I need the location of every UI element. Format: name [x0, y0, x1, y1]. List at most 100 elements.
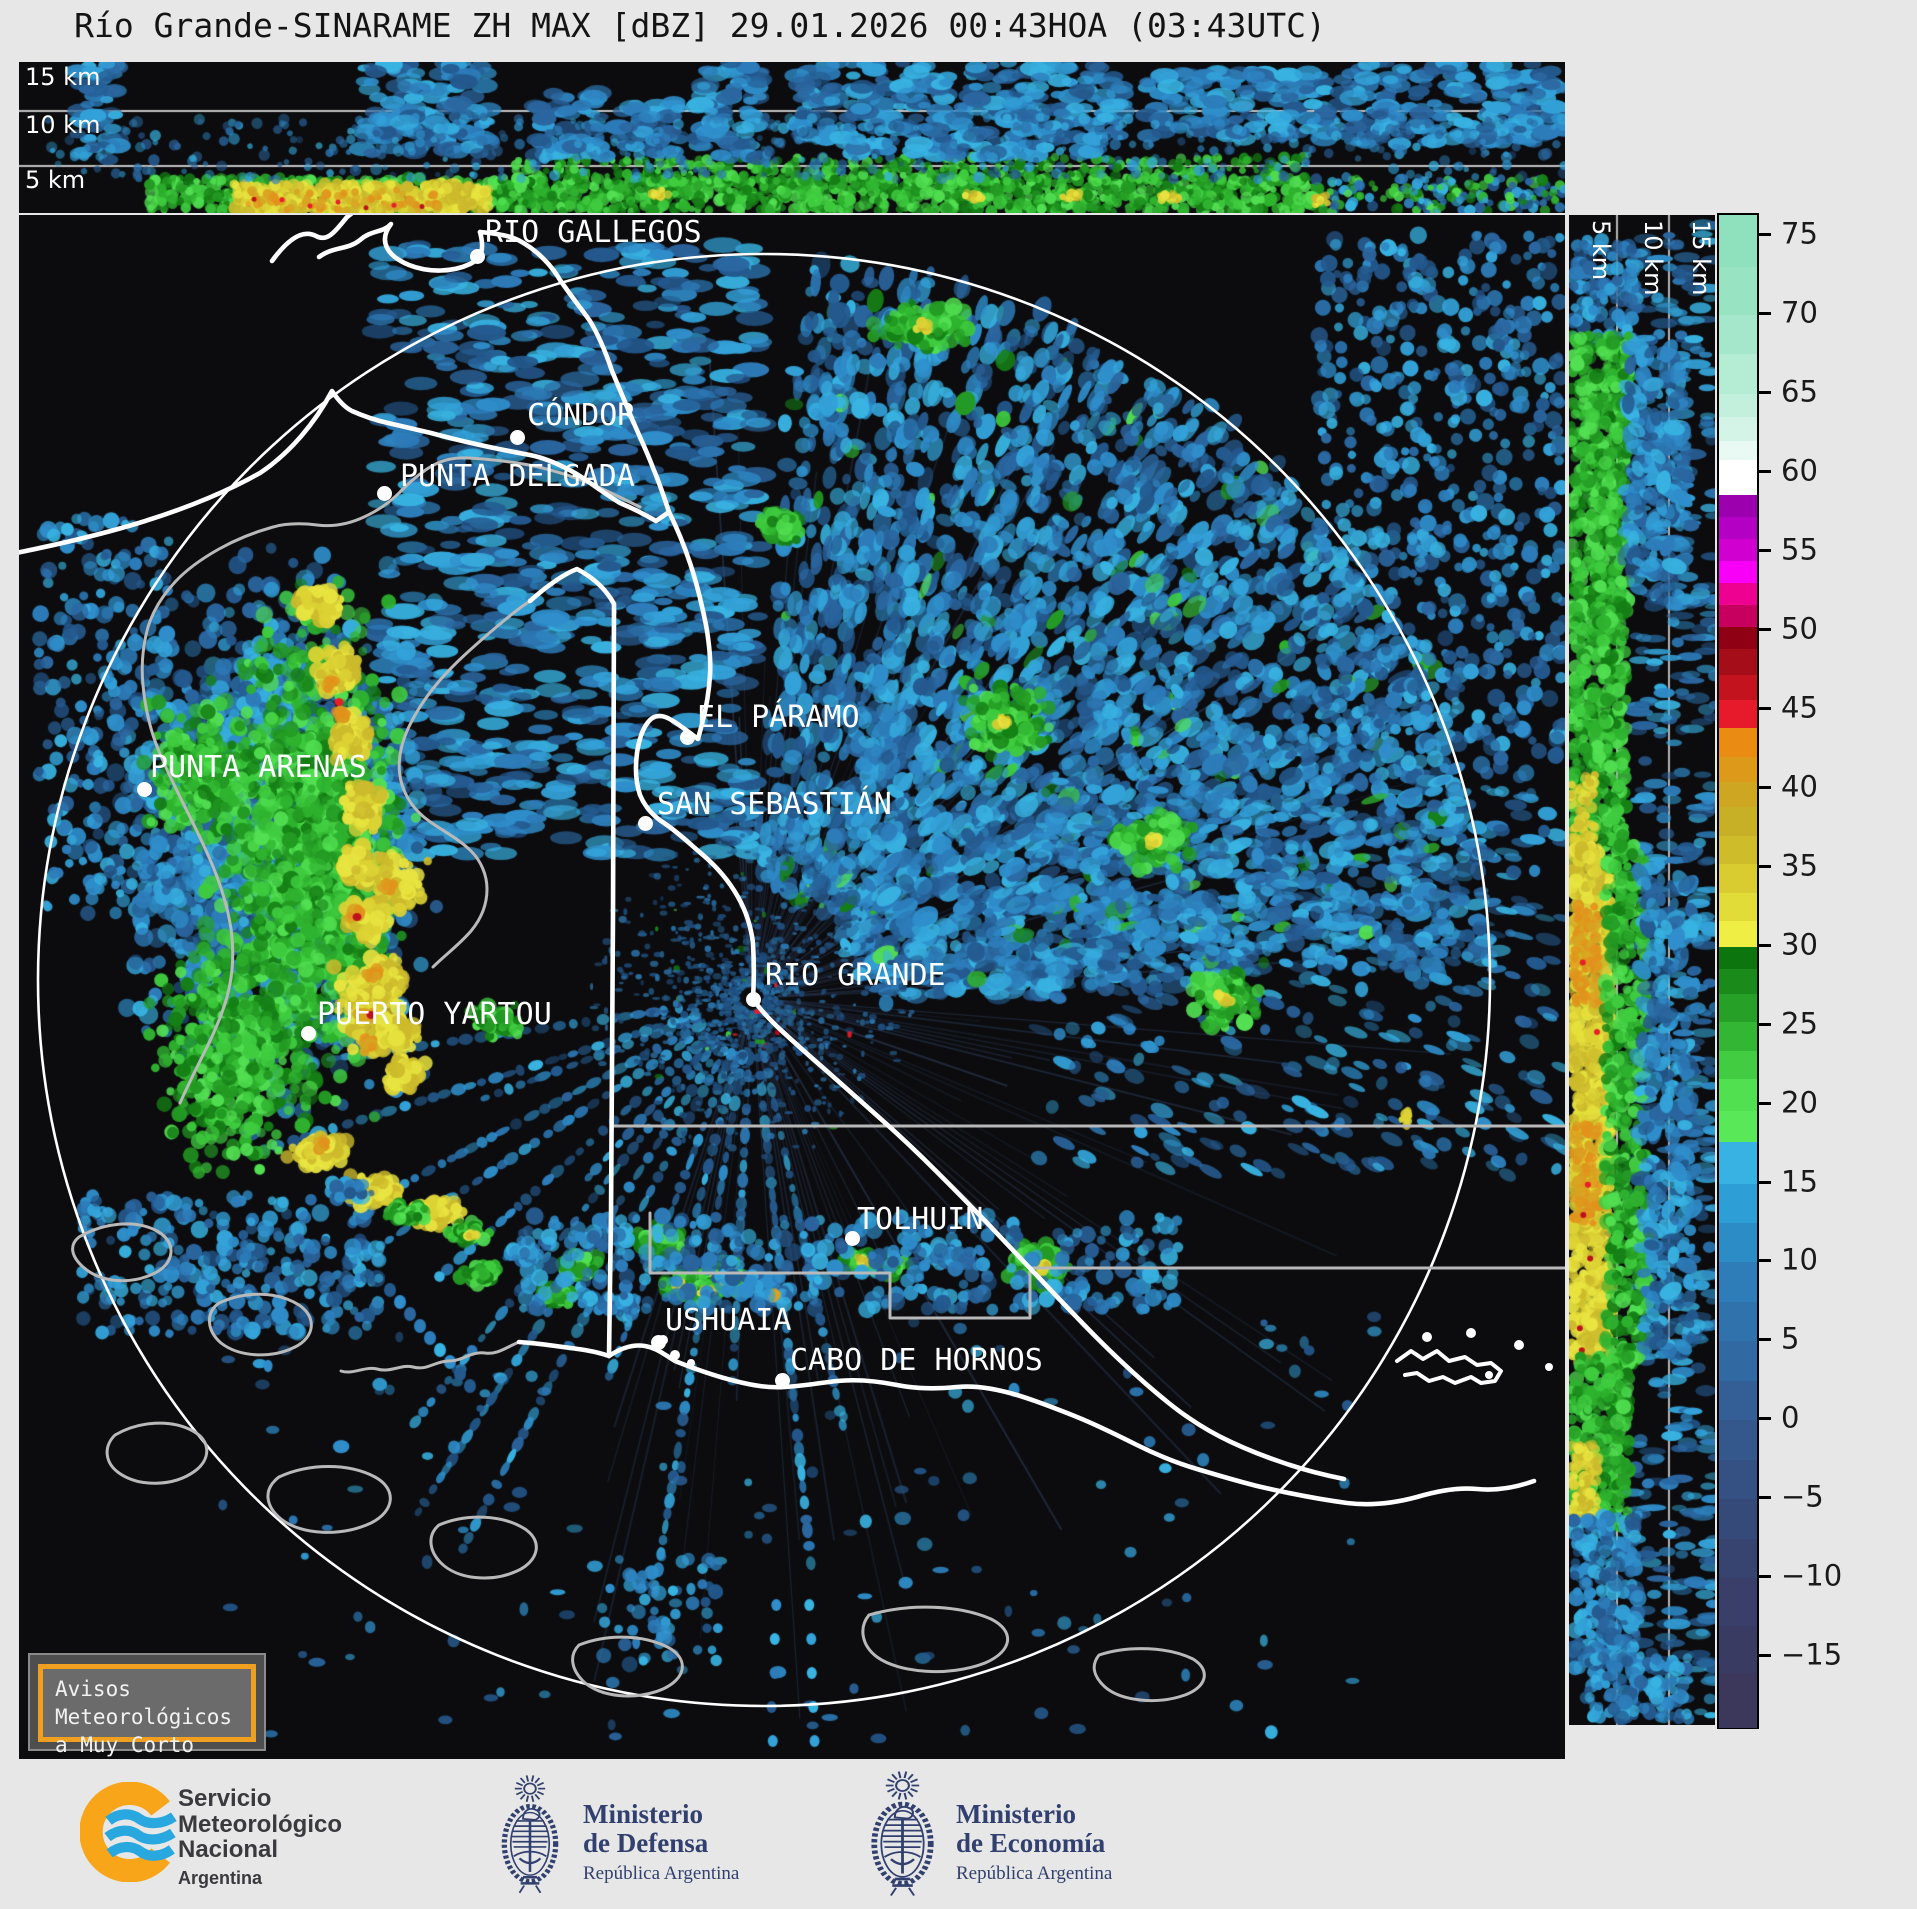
island-outline-5: [429, 1515, 538, 1580]
colorbar-segment: [1719, 215, 1757, 268]
gallegos-estuary-path: [269, 215, 485, 273]
city-label: EL PÁRAMO: [697, 700, 860, 735]
radar-echo-canvas: [19, 215, 1565, 1759]
island-outline-3: [105, 1421, 209, 1485]
colorbar-tick-label: −15: [1781, 1637, 1843, 1672]
defensa-sub: República Argentina: [583, 1863, 740, 1884]
colorbar-tick-label: 20: [1781, 1084, 1818, 1119]
colorbar-tick-label: 45: [1781, 689, 1818, 724]
economia-line-2: de Economía: [956, 1828, 1106, 1858]
range-ring: [36, 252, 1492, 1708]
smn-wordmark: Servicio Meteorológico Nacional Argentin…: [178, 1786, 342, 1889]
geography-overlay: [19, 215, 1565, 1708]
defensa-coat-of-arms-icon: [495, 1773, 565, 1898]
colorbar-tick-mark: [1759, 1338, 1771, 1342]
colorbar-segment: [1719, 1538, 1757, 1580]
colorbar-tick-mark: [1759, 943, 1771, 947]
altitude-label-10km: 10 km: [25, 111, 101, 139]
colorbar-segment: [1719, 393, 1757, 418]
colorbar-segment: [1719, 1301, 1757, 1343]
dbz-colorbar: [1717, 213, 1759, 1729]
altitude-label-15km: 15 km: [25, 63, 101, 91]
colorbar-segment: [1719, 1341, 1757, 1382]
right-cross-section-panel: 5 km 10 km 15 km: [1569, 215, 1715, 1725]
colorbar-tick-label: 40: [1781, 768, 1818, 803]
colorbar-tick-label: 70: [1781, 294, 1818, 329]
city-label: PUNTA DELGADA: [400, 459, 635, 494]
colorbar-tick-mark: [1759, 1022, 1771, 1026]
colorbar-segment: [1719, 946, 1757, 970]
warning-box-frame: Avisos Meteorológicos a Muy Corto Plazo: [38, 1664, 256, 1757]
south-coast-path: [606, 1343, 1537, 1507]
city-dot: [845, 1231, 860, 1246]
strait-south-shore-path: [140, 456, 642, 1105]
city-label: RIO GRANDE: [765, 958, 946, 993]
altitude-label-15km-vert: 15 km: [1687, 220, 1715, 296]
colorbar-segment: [1719, 674, 1757, 701]
colorbar-tick-mark: [1759, 232, 1771, 236]
colorbar-tick-label: −10: [1781, 1558, 1843, 1593]
colorbar-tick-label: −5: [1781, 1479, 1824, 1514]
city-label: PUERTO YARTOU: [317, 997, 552, 1032]
colorbar-tick-mark: [1759, 785, 1771, 789]
colorbar-segment: [1719, 993, 1757, 1023]
colorbar-segment: [1719, 1380, 1757, 1422]
smn-logo-icon: [80, 1782, 177, 1882]
colorbar-segment: [1719, 561, 1757, 584]
colorbar-segment: [1719, 1625, 1757, 1674]
island-dots-group: [658, 1328, 1553, 1379]
colorbar-segment: [1719, 417, 1757, 442]
city-dot: [377, 486, 392, 501]
colorbar-tick-label: 60: [1781, 452, 1818, 487]
warning-line-1: Avisos Meteorológicos: [55, 1677, 233, 1729]
defensa-line-1: Ministerio: [583, 1799, 703, 1829]
city-label: RIO GALLEGOS: [485, 215, 702, 250]
colorbar-tick-mark: [1759, 1180, 1771, 1184]
colorbar-segment: [1719, 782, 1757, 809]
colorbar-segment: [1719, 605, 1757, 628]
bahia-inutil-path: [397, 599, 532, 969]
colorbar-segment: [1719, 1578, 1757, 1627]
south-coast-west-path: [516, 1339, 612, 1359]
colorbar-segment: [1719, 864, 1757, 894]
economia-coat-of-arms-icon: [864, 1769, 941, 1901]
colorbar-tick-mark: [1759, 1575, 1771, 1579]
smn-line-3: Nacional: [178, 1836, 279, 1863]
economia-line-1: Ministerio: [956, 1799, 1076, 1829]
colorbar-segment: [1719, 700, 1757, 730]
colorbar-tick-mark: [1759, 311, 1771, 315]
colorbar-tick-label: 65: [1781, 373, 1818, 408]
island-outline-4: [266, 1465, 392, 1534]
colorbar-tick-mark: [1759, 1654, 1771, 1658]
colorbar-segment: [1719, 516, 1757, 540]
colorbar-segment: [1719, 1079, 1757, 1112]
warning-box-button[interactable]: Avisos Meteorológicos a Muy Corto Plazo: [28, 1653, 266, 1757]
city-dot: [651, 1335, 666, 1350]
city-label: PUNTA ARENAS: [150, 750, 367, 785]
top-cross-section-canvas: [19, 62, 1565, 213]
colorbar-segment: [1719, 1050, 1757, 1080]
colorbar-tick-mark: [1759, 1417, 1771, 1421]
colorbar-segment: [1719, 1459, 1757, 1501]
altitude-label-5km: 5 km: [25, 166, 86, 194]
colorbar-tick-label: 0: [1781, 1400, 1800, 1435]
colorbar-segment: [1719, 921, 1757, 948]
colorbar-tick-label: 30: [1781, 926, 1818, 961]
colorbar-segment: [1719, 538, 1757, 562]
colorbar-tick-mark: [1759, 1101, 1771, 1105]
colorbar-tick-label: 5: [1781, 1321, 1800, 1356]
colorbar-segment: [1719, 583, 1757, 606]
colorbar-tick-label: 25: [1781, 1005, 1818, 1040]
colorbar-segment: [1719, 649, 1757, 676]
city-label: TOLHUIN: [857, 1202, 984, 1237]
smn-line-2: Meteorológico: [178, 1810, 343, 1838]
city-dot: [775, 1373, 790, 1388]
colorbar-segment: [1719, 1420, 1757, 1461]
colorbar-tick-label: 35: [1781, 847, 1818, 882]
city-dot: [301, 1026, 316, 1041]
colorbar-tick-mark: [1759, 390, 1771, 394]
tdf-east-coast-path: [633, 509, 1347, 1482]
colorbar-tick-label: 75: [1781, 215, 1818, 250]
secondary-coastline-group: [71, 456, 1565, 1703]
altitude-label-10km-vert: 10 km: [1639, 220, 1667, 296]
